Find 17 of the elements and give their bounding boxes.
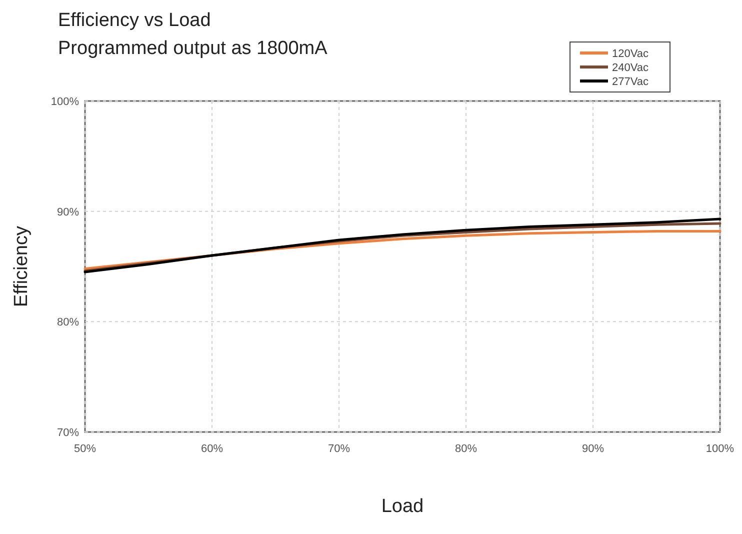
x-tick-label: 90% [582, 443, 604, 455]
legend-label: 120Vac [612, 48, 649, 60]
chart-subtitle: Programmed output as 1800mA [58, 38, 328, 59]
y-tick-label: 80% [56, 316, 80, 329]
x-tick-label: 80% [454, 443, 478, 455]
chart-title: Efficiency vs Load [58, 10, 211, 31]
x-tick-label: 100% [706, 443, 734, 455]
x-tick-label: 50% [74, 443, 96, 455]
legend-label: 240Vac [612, 62, 649, 74]
x-tick-label: 60% [200, 443, 224, 455]
x-tick-label: 70% [328, 443, 350, 455]
y-tick-label: 90% [56, 206, 80, 218]
legend-label: 277Vac [612, 76, 649, 88]
x-axis-title: Load [381, 496, 424, 517]
y-tick-label: 70% [56, 427, 80, 439]
y-tick-label: 100% [50, 96, 80, 108]
y-axis-title: Efficiency [11, 226, 32, 307]
